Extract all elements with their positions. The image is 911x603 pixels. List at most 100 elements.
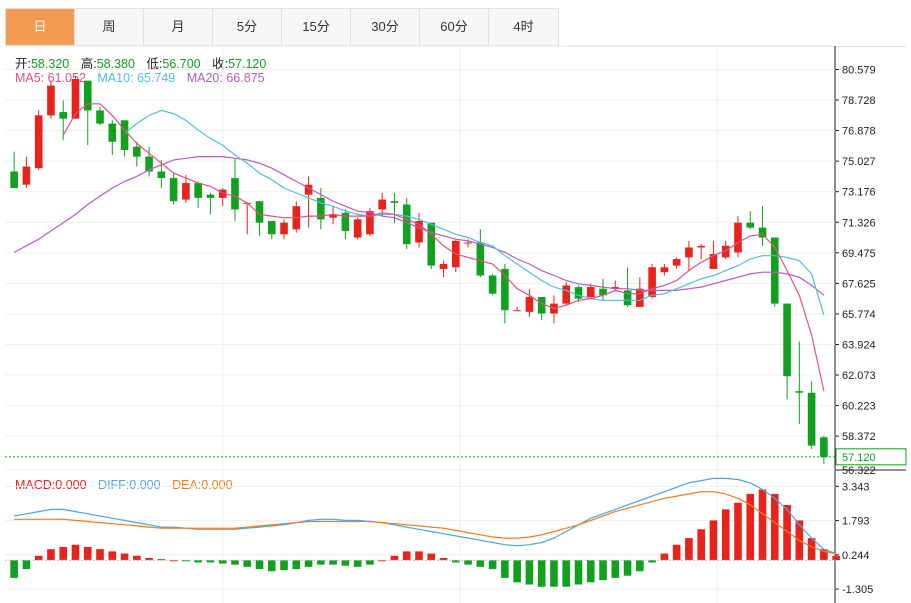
ma10-line [124,109,825,316]
candle-body [525,296,534,312]
y-tick-label: 60.223 [842,401,876,413]
candle-body [96,110,104,124]
candle-body [280,222,288,235]
ohlc-readout: 开:58.320 高:58.380 低:56.700 收:57.120 [15,53,274,72]
tab-15min[interactable]: 15分 [282,9,351,45]
candle-body [721,245,730,258]
macd-bar [341,560,350,566]
tab-4hour[interactable]: 4时 [513,19,534,34]
ma-legend: MA5: 61.052 MA10: 65.749 MA20: 66.875 [15,71,273,85]
candle-body [194,183,202,198]
macd-bar [182,560,190,562]
candle-body [378,199,386,210]
ma5-line [62,103,825,392]
macd-bar [672,544,681,561]
open-readout: 开:58.320 [15,57,70,71]
macd-bar [537,560,546,587]
candle-body [267,221,276,235]
macd-bar [317,560,325,565]
macd-bar [807,538,816,561]
candle-body [488,275,497,294]
candle-body [464,242,472,244]
candle-body [513,310,521,312]
macd-bar [501,560,509,578]
y-tick-label: 56.322 [842,465,876,477]
macd-bar [145,558,153,561]
y-tick-label: 62.073 [842,370,876,382]
macd-bar [586,560,595,583]
macd-bar [525,560,534,585]
candle-body [586,287,595,297]
macd-bar [231,560,239,565]
macd-bar [439,558,448,561]
candle-body [34,115,43,169]
close-readout: 收:57.120 [212,57,267,71]
macd-bar [832,555,840,561]
candle-body [206,194,215,198]
candle-body [820,437,828,458]
macd-bar [47,549,55,561]
candle-body [304,184,313,195]
dea-line [14,491,837,555]
macd-bar [697,529,705,561]
candle-body [660,267,669,273]
macd-bar [770,493,779,561]
candle-body [341,212,350,231]
tab-60min[interactable]: 60分 [420,9,489,45]
macd-bar [623,560,632,576]
macd-y-tick-label: -1.305 [842,584,873,596]
macd-bar [685,538,693,561]
high-readout: 高:58.380 [80,57,135,71]
candle-body [611,287,620,289]
candle-body [439,263,448,269]
candle-body [562,285,571,304]
macd-bar [353,560,362,567]
macd-bar [96,549,104,561]
diff-line [13,477,837,555]
macd-bar [255,560,264,570]
candle-body [783,303,791,377]
y-tick-label: 78.728 [842,95,876,107]
candle-body [734,222,742,253]
low-readout: 低:56.700 [146,57,201,71]
y-tick-label: 65.774 [842,309,876,321]
macd-bar [194,560,202,563]
macd-bar [34,555,43,561]
candle-body [317,197,325,220]
tab-30min[interactable]: 30分 [351,9,420,45]
macd-bar [133,555,141,561]
ma20-line [13,156,825,296]
macd-bar [402,551,411,561]
candle-body [83,80,92,111]
ma20-legend: MA20: 66.875 [186,71,265,85]
tab-month[interactable]: 月 [144,9,213,45]
candle-body [255,201,264,223]
tab-5min[interactable]: 5分 [213,9,282,45]
candle-body [182,183,190,200]
candle-body [685,247,693,258]
macd-bar [415,551,423,561]
candle-body [120,120,129,151]
macd-bar [366,560,374,565]
candle-body [71,79,80,119]
candle-body [47,85,55,116]
y-tick-label: 63.924 [842,339,876,351]
macd-bar [721,509,730,561]
candle-body [623,290,632,306]
macd-legend: MACD:0.000 DIFF:0.000 DEA:0.000 [15,478,241,492]
candle-body [758,227,767,238]
macd-bar [611,560,620,578]
tab-day[interactable]: 日 [6,9,75,45]
macd-bar [820,549,828,561]
macd-bar [329,560,337,565]
macd-bar [304,560,313,567]
macd-bar [280,560,288,571]
ma10-legend: MA10: 65.749 [97,71,176,85]
macd-bar [390,555,399,561]
tab-week[interactable]: 周 [75,9,144,45]
macd-bar [513,560,521,583]
macd-bar [636,560,644,572]
candle-body [599,288,607,296]
last-price-box [835,448,907,466]
